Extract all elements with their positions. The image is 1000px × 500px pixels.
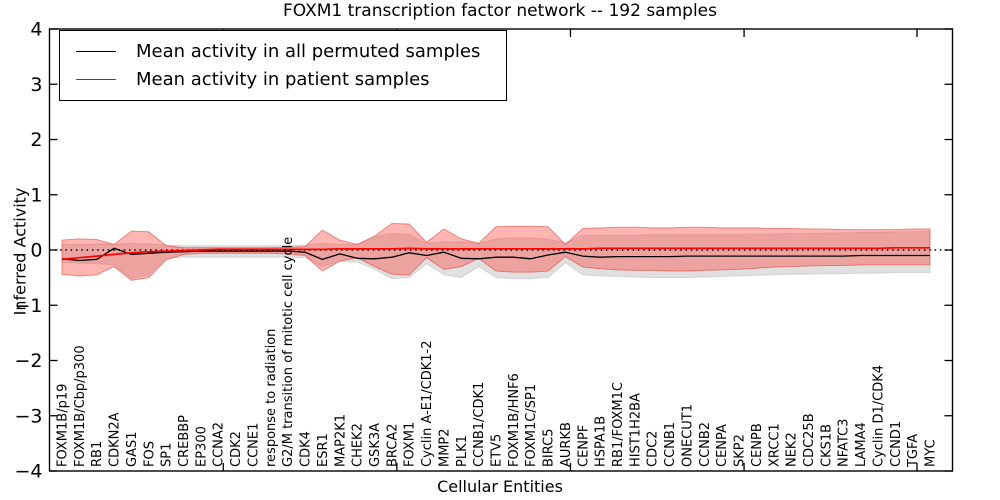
x-tick-label: NEK2 bbox=[785, 432, 800, 467]
y-tick-label: −3 bbox=[14, 405, 42, 427]
x-axis-label: Cellular Entities bbox=[437, 477, 563, 496]
x-tick-label: CDKN2A bbox=[108, 412, 123, 467]
y-tick-label: −2 bbox=[14, 350, 42, 372]
x-tick-label: HSPA1B bbox=[594, 416, 609, 467]
x-tick-label: GAS1 bbox=[125, 432, 140, 468]
chart-title: FOXM1 transcription factor network -- 19… bbox=[283, 1, 717, 21]
legend-item-patient: Mean activity in patient samples bbox=[68, 65, 498, 93]
x-tick-label: CENPA bbox=[715, 424, 730, 467]
y-tick-label: 0 bbox=[30, 240, 42, 262]
y-tick-label: −4 bbox=[14, 461, 42, 483]
x-tick-label: AURKB bbox=[559, 422, 574, 467]
x-tick-label: MYC bbox=[924, 439, 939, 467]
x-tick-label: CCNB1/CDK1 bbox=[472, 382, 487, 467]
x-tick-label: G2/M transition of mitotic cell cycle bbox=[281, 237, 296, 467]
x-tick-label: RB1/FOXM1C bbox=[611, 382, 626, 467]
x-tick-label: CENPF bbox=[576, 425, 591, 467]
y-tick-label: 1 bbox=[30, 184, 42, 206]
x-tick-label: CKS1B bbox=[819, 424, 834, 467]
x-tick-label: BIRC5 bbox=[542, 429, 557, 468]
x-tick-label: XRCC1 bbox=[767, 423, 782, 467]
x-tick-label: ONECUT1 bbox=[680, 404, 695, 467]
x-tick-label: MAP2K1 bbox=[333, 414, 348, 467]
x-tick-label: CHEK2 bbox=[351, 423, 366, 467]
x-tick-label: RB1 bbox=[90, 441, 105, 467]
legend-line-sample-black bbox=[76, 50, 116, 52]
x-tick-label: CREBBP bbox=[177, 415, 192, 467]
x-tick-label: CCND1 bbox=[889, 421, 904, 467]
x-tick-label: FOXM1C/SP1 bbox=[524, 384, 539, 467]
x-tick-label: CDK2 bbox=[229, 431, 244, 467]
x-tick-label: TGFA bbox=[906, 434, 921, 468]
x-tick-label: FOS bbox=[142, 441, 157, 467]
y-tick-label: −1 bbox=[14, 295, 42, 317]
x-tick-label: CDK4 bbox=[299, 431, 314, 467]
x-tick-label: SP1 bbox=[160, 443, 175, 467]
x-tick-label: FOXM1 bbox=[403, 422, 418, 467]
x-tick-label: Cyclin D1/CDK4 bbox=[871, 365, 886, 467]
x-tick-label: ESR1 bbox=[316, 433, 331, 467]
x-tick-label: CENPB bbox=[750, 423, 765, 467]
y-tick-label: 3 bbox=[30, 74, 42, 96]
legend-line-sample-red bbox=[76, 78, 116, 80]
x-tick-label: CCNB2 bbox=[698, 422, 713, 467]
x-tick-label: GSK3A bbox=[368, 423, 383, 467]
x-tick-label: PLK1 bbox=[455, 435, 470, 467]
band-patient-range bbox=[61, 222, 931, 281]
x-tick-label: MMP2 bbox=[437, 428, 452, 467]
x-tick-label: response to radiation bbox=[264, 329, 279, 467]
x-tick-label: CDC25B bbox=[802, 413, 817, 467]
y-tick-label: 2 bbox=[30, 129, 42, 151]
x-tick-label: EP300 bbox=[194, 426, 209, 467]
x-tick-label: CCNB1 bbox=[663, 422, 678, 467]
x-tick-label: LAMA4 bbox=[854, 422, 869, 467]
legend-item-permuted: Mean activity in all permuted samples bbox=[68, 37, 498, 65]
line-patient-mean bbox=[61, 246, 930, 261]
x-tick-label: CCNE1 bbox=[246, 423, 261, 467]
x-tick-label: HIST1H2BA bbox=[628, 393, 643, 467]
x-tick-label: CCNA2 bbox=[212, 422, 227, 467]
x-tick-label: SKP2 bbox=[733, 434, 748, 467]
x-tick-label: NFATC3 bbox=[837, 419, 852, 467]
x-tick-label: BRCA2 bbox=[385, 423, 400, 467]
legend-label-permuted: Mean activity in all permuted samples bbox=[136, 40, 481, 62]
x-tick-label: FOXM1B/p19 bbox=[56, 384, 71, 467]
x-tick-label: Cyclin A-E1/CDK1-2 bbox=[420, 340, 435, 467]
y-axis-label: Inferred Activity bbox=[10, 187, 30, 316]
x-tick-label: FOXM1B/Cbp/p300 bbox=[73, 345, 88, 467]
x-tick-label: CDC2 bbox=[646, 431, 661, 467]
legend-label-patient: Mean activity in patient samples bbox=[136, 68, 430, 90]
x-tick-label: FOXM1B/HNF6 bbox=[507, 373, 522, 467]
line-permuted-mean bbox=[61, 247, 930, 262]
x-tick-label: ETV5 bbox=[490, 434, 505, 467]
legend: Mean activity in all permuted samples Me… bbox=[59, 30, 507, 101]
y-tick-label: 4 bbox=[30, 19, 42, 41]
